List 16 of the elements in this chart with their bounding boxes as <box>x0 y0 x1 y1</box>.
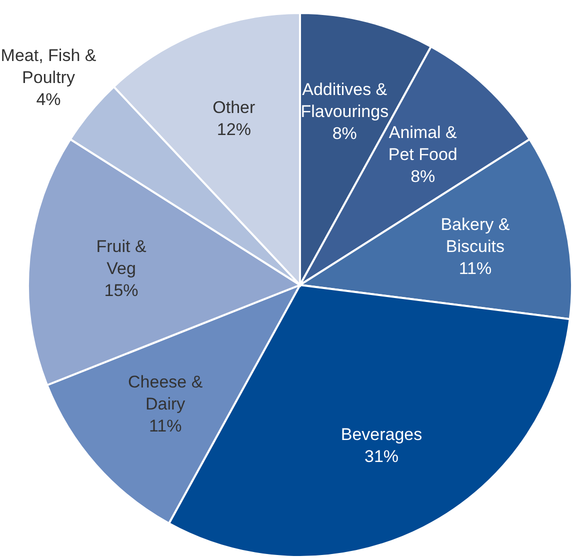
slice-label: Additives & Flavourings <box>300 80 389 122</box>
slice-label: Cheese & Dairy <box>128 372 204 414</box>
data-label: 12% <box>216 120 251 140</box>
slice-label: Fruit & Veg <box>96 237 147 278</box>
data-label: 15% <box>104 281 138 300</box>
slice-label: Meat, Fish & Poultry <box>0 46 97 87</box>
slice-label: Animal & Pet Food <box>388 123 458 164</box>
data-label: 4% <box>36 90 61 109</box>
data-label: 11% <box>148 416 182 436</box>
slice-label: Other <box>212 98 256 118</box>
data-label: 8% <box>410 167 436 186</box>
data-label: 8% <box>332 124 357 144</box>
slice-label: Beverages <box>340 424 422 444</box>
data-label: 11% <box>458 258 492 278</box>
data-label: 31% <box>364 446 399 466</box>
slice-label: Bakery & Biscuits <box>440 214 510 256</box>
